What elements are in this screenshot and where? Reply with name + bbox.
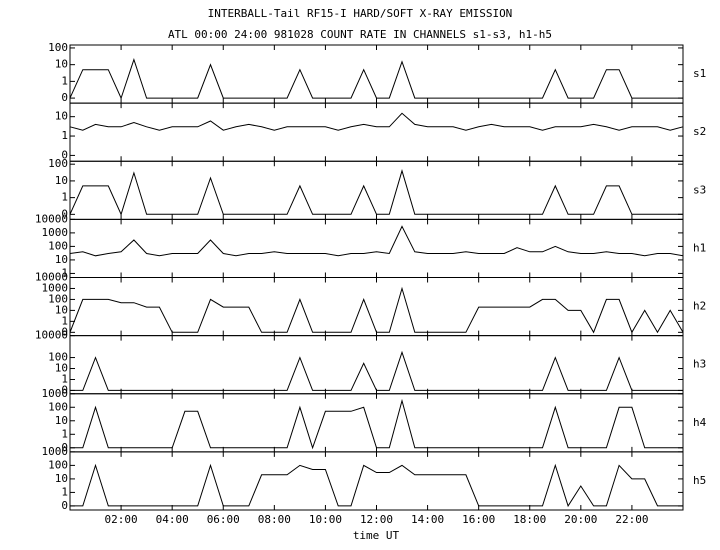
y-tick-label: 10000 [35,329,68,342]
series-name: h2 [693,300,706,313]
x-tick-label: 20:00 [564,513,597,526]
series-line [70,398,683,450]
y-tick-label: 100 [48,351,68,364]
y-tick-label: 0 [61,383,68,396]
y-tick-label: 10 [55,472,68,485]
series-name: s2 [693,125,706,138]
y-tick-label: 10000 [35,212,68,225]
y-tick-label: 10 [55,110,68,123]
y-tick-label: 10000 [35,271,68,284]
y-tick-label: 100 [48,157,68,170]
x-tick-label: 12:00 [360,513,393,526]
series-name: h3 [693,358,706,371]
x-tick-label: 18:00 [513,513,546,526]
y-tick-label: 100 [48,41,68,54]
y-tick-label: 0 [61,499,68,512]
y-tick-label: 10 [55,58,68,71]
series-line [69,58,683,100]
x-tick-label: 16:00 [462,513,495,526]
y-tick-label: 100 [48,292,68,305]
chart-title: INTERBALL-Tail RF15-I HARD/SOFT X-RAY EM… [208,7,513,20]
y-tick-label: 1 [61,485,68,498]
series-line [70,463,683,508]
x-tick-label: 04:00 [156,513,189,526]
series-line [69,169,683,216]
y-tick-label: 1000 [42,281,69,294]
x-axis-label: time UT [353,529,400,542]
x-tick-label: 14:00 [411,513,444,526]
y-tick-label: 0 [61,91,68,104]
y-tick-label: 1 [61,191,68,204]
panel-frame [69,102,684,162]
y-tick-label: 10 [55,362,68,375]
y-tick-label: 1000 [42,387,69,400]
y-tick-label: 1 [61,129,68,142]
panel-frame [69,277,684,337]
series-line [70,350,683,391]
y-tick-label: 10 [55,303,68,316]
panel-frame [69,160,684,220]
y-tick-label: 0 [61,325,68,338]
series-name: s3 [693,183,706,196]
y-tick-label: 100 [48,458,68,471]
chart-subtitle: ATL 00:00 24:00 981028 COUNT RATE IN CHA… [168,28,552,41]
series-line [69,225,684,257]
series-line [69,286,684,334]
x-tick-label: 02:00 [105,513,138,526]
series-line [69,112,684,131]
x-tick-label: 08:00 [258,513,291,526]
series-name: h4 [693,416,707,429]
y-tick-label: 1 [61,427,68,440]
panel-frame [69,44,684,104]
panel-frame [69,218,684,278]
x-tick-label: 06:00 [207,513,240,526]
y-tick-label: 10 [55,253,68,266]
y-tick-label: 1 [61,372,68,385]
y-tick-label: 1 [61,74,68,87]
y-tick-label: 0 [61,148,68,161]
y-tick-label: 10 [55,174,68,187]
y-tick-label: 1000 [42,445,69,458]
y-tick-label: 1000 [42,226,69,239]
y-tick-label: 10 [55,414,68,427]
y-tick-label: 0 [61,441,68,454]
y-tick-label: 0 [61,207,68,220]
series-name: h1 [693,241,706,254]
y-tick-label: 100 [48,400,68,413]
series-name: s1 [693,67,706,80]
panel-frame [69,335,684,395]
y-tick-label: 100 [48,239,68,252]
x-tick-label: 10:00 [309,513,342,526]
y-tick-label: 1 [61,266,68,279]
y-tick-label: 1 [61,314,68,327]
x-tick-label: 22:00 [615,513,648,526]
series-name: h5 [693,474,706,487]
panel-frame [69,393,684,453]
